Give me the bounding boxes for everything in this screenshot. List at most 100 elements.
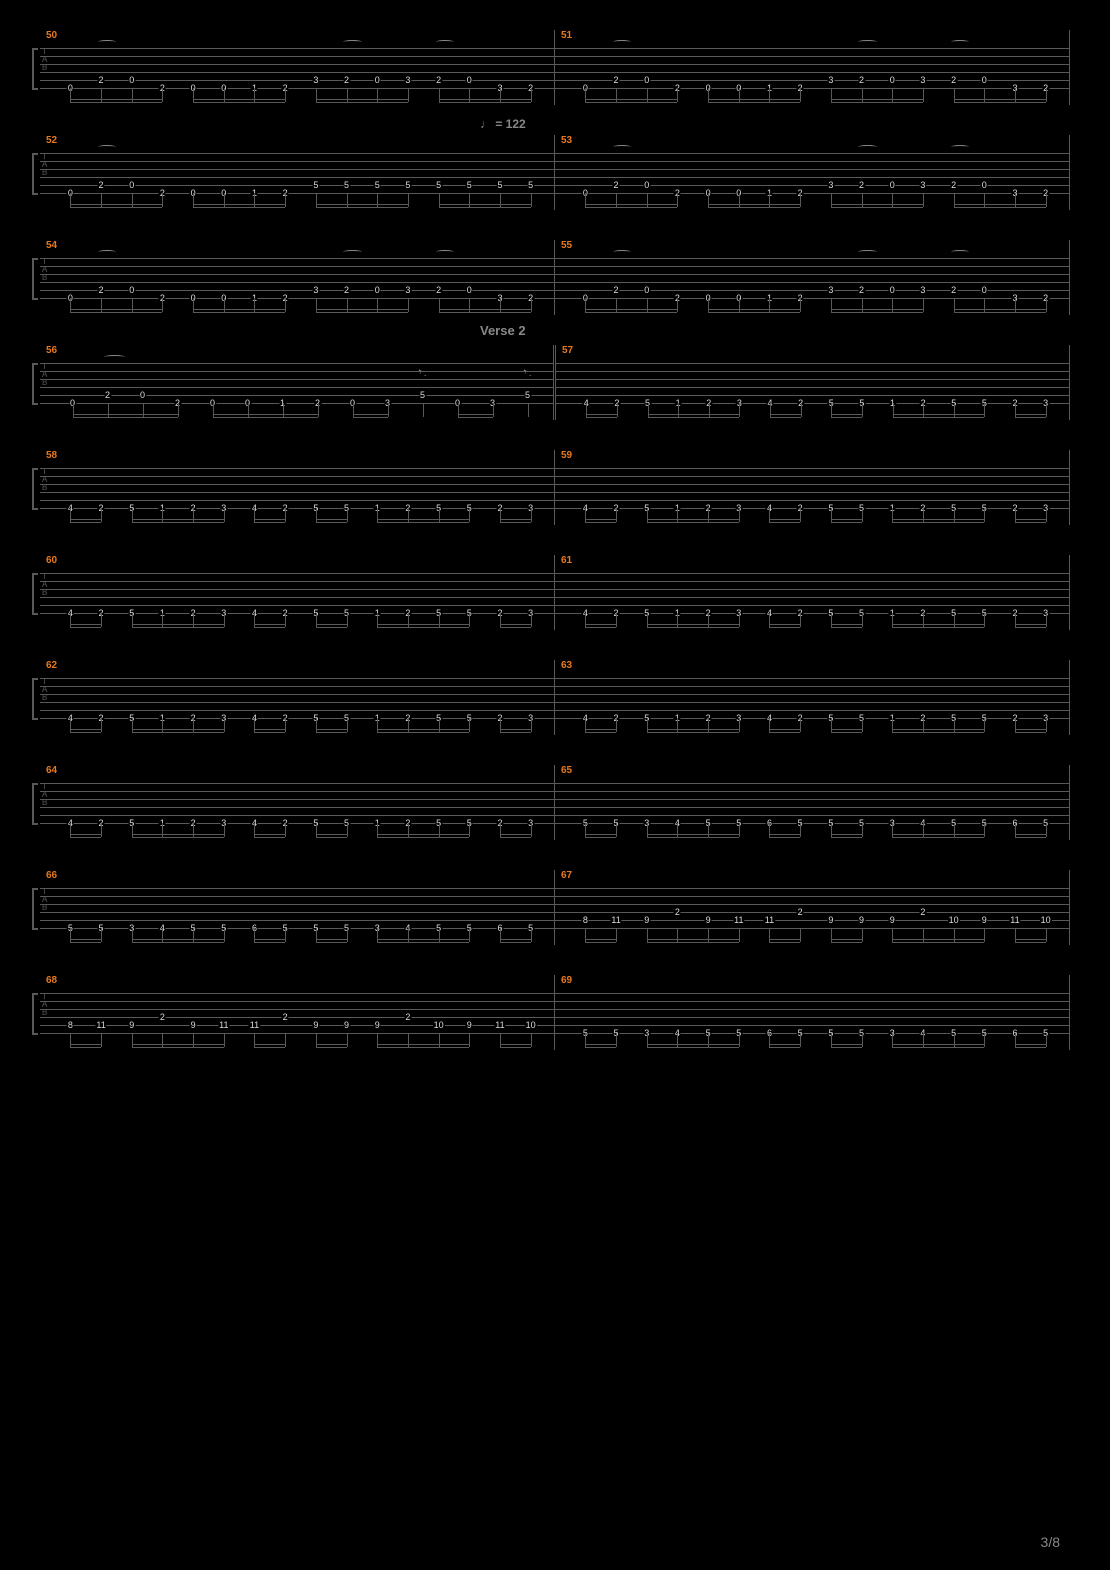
fret-number: 0 bbox=[128, 286, 135, 294]
fret-number: 2 bbox=[950, 76, 957, 84]
staff-bracket bbox=[32, 363, 38, 405]
tempo-marking: ♩ = 122 bbox=[480, 117, 526, 131]
fret-number: 2 bbox=[858, 76, 865, 84]
fret-number: 3 bbox=[312, 76, 319, 84]
fret-number: 11 bbox=[1009, 916, 1020, 924]
fret-number: 2 bbox=[613, 76, 620, 84]
fret-number: 2 bbox=[98, 181, 105, 189]
measure: 678119291111299921091110 bbox=[555, 870, 1070, 945]
fret-number: 8 bbox=[582, 916, 589, 924]
measure-number: 66 bbox=[46, 870, 57, 881]
measure: 695534556555345565 bbox=[555, 975, 1070, 1050]
measure-number: 55 bbox=[561, 240, 572, 251]
fret-number: 9 bbox=[643, 916, 650, 924]
fret-number: 0 bbox=[981, 76, 988, 84]
fret-number: 9 bbox=[981, 916, 988, 924]
fret-number: 9 bbox=[312, 1021, 319, 1029]
fret-number: 0 bbox=[643, 181, 650, 189]
tab-clef-label: TAB bbox=[42, 468, 46, 492]
fret-number: 5 bbox=[527, 181, 534, 189]
fret-number: 10 bbox=[433, 1021, 445, 1029]
staff-system: 66TAB55345565553455656781192911112999210… bbox=[40, 870, 1070, 945]
fret-number: 2 bbox=[950, 181, 957, 189]
staff-system: 58TAB4251234255125523594251234255125523 bbox=[40, 450, 1070, 525]
measure-number: 52 bbox=[46, 135, 57, 146]
measure: 60TAB4251234255125523 bbox=[40, 555, 555, 630]
measure-number: 63 bbox=[561, 660, 572, 671]
fret-number: 2 bbox=[343, 76, 350, 84]
fret-number: 10 bbox=[525, 1021, 537, 1029]
staff-bracket bbox=[32, 468, 38, 510]
page-number: 3/8 bbox=[1041, 1534, 1060, 1550]
measure: 52TAB0202001255555555 bbox=[40, 135, 555, 210]
fret-number: 2 bbox=[98, 286, 105, 294]
measure-number: 56 bbox=[46, 345, 57, 356]
fret-number: 0 bbox=[374, 76, 381, 84]
staff-bracket bbox=[32, 993, 38, 1035]
fret-number: 3 bbox=[404, 286, 411, 294]
tab-clef-label: TAB bbox=[42, 888, 46, 912]
tab-clef-label: TAB bbox=[42, 363, 46, 387]
measure-number: 68 bbox=[46, 975, 57, 986]
measure-number: 50 bbox=[46, 30, 57, 41]
fret-number: 3 bbox=[404, 76, 411, 84]
staff-system: 68TAB81192911112999210911106955345565553… bbox=[40, 975, 1070, 1050]
fret-number: 0 bbox=[466, 286, 473, 294]
measure: 574251234255125523 bbox=[556, 345, 1070, 420]
tab-clef-label: TAB bbox=[42, 48, 46, 72]
staff-bracket bbox=[32, 783, 38, 825]
fret-number: 11 bbox=[218, 1021, 229, 1029]
fret-number: 0 bbox=[374, 286, 381, 294]
fret-number: 2 bbox=[674, 908, 681, 916]
fret-number: 0 bbox=[466, 76, 473, 84]
fret-number: 11 bbox=[764, 916, 775, 924]
measure: 56TAB0202001203𝄾5.03𝄾5. bbox=[40, 345, 556, 420]
fret-number: 9 bbox=[374, 1021, 381, 1029]
fret-number: 11 bbox=[249, 1021, 260, 1029]
fret-number: 5 bbox=[312, 181, 319, 189]
measure-number: 54 bbox=[46, 240, 57, 251]
fret-number: 11 bbox=[733, 916, 744, 924]
fret-number: 5 bbox=[374, 181, 381, 189]
fret-number: 2 bbox=[104, 391, 111, 399]
measure: 550202001232032032 bbox=[555, 240, 1070, 315]
fret-number: 9 bbox=[705, 916, 712, 924]
measure: 64TAB4251234255125523 bbox=[40, 765, 555, 840]
tab-clef-label: TAB bbox=[42, 993, 46, 1017]
staff-bracket bbox=[32, 573, 38, 615]
fret-number: 9 bbox=[190, 1021, 197, 1029]
fret-number: 2 bbox=[613, 181, 620, 189]
fret-number: 0 bbox=[643, 76, 650, 84]
staff-system: 60TAB4251234255125523614251234255125523 bbox=[40, 555, 1070, 630]
measure-number: 58 bbox=[46, 450, 57, 461]
fret-number: 9 bbox=[889, 916, 896, 924]
measure: 634251234255125523 bbox=[555, 660, 1070, 735]
fret-number: 2 bbox=[159, 1013, 166, 1021]
fret-number: 2 bbox=[98, 76, 105, 84]
fret-number: 2 bbox=[613, 286, 620, 294]
fret-number: 0 bbox=[643, 286, 650, 294]
fret-number: 3 bbox=[312, 286, 319, 294]
staff-system: 64TAB4251234255125523655534556555345565 bbox=[40, 765, 1070, 840]
fret-number: 2 bbox=[919, 908, 926, 916]
tab-clef-label: TAB bbox=[42, 783, 46, 807]
staff-system: Verse 256TAB0202001203𝄾5.03𝄾5.5742512342… bbox=[40, 345, 1070, 420]
measure: 58TAB4251234255125523 bbox=[40, 450, 555, 525]
measure: 594251234255125523 bbox=[555, 450, 1070, 525]
fret-number: 3 bbox=[919, 286, 926, 294]
fret-number: 2 bbox=[282, 1013, 289, 1021]
staff-system: ♩ = 12252TAB0202001255555555530202001232… bbox=[40, 135, 1070, 210]
fret-number: 2 bbox=[435, 76, 442, 84]
measure-number: 57 bbox=[562, 345, 573, 356]
fret-number: 0 bbox=[981, 181, 988, 189]
tab-sheet: 50TAB0202001232032032510202001232032032♩… bbox=[40, 30, 1070, 1050]
measure-number: 60 bbox=[46, 555, 57, 566]
tab-clef-label: TAB bbox=[42, 573, 46, 597]
fret-number: 2 bbox=[858, 181, 865, 189]
measure-number: 69 bbox=[561, 975, 572, 986]
measure: 54TAB0202001232032032 bbox=[40, 240, 555, 315]
fret-number: 3 bbox=[827, 181, 834, 189]
fret-number: 9 bbox=[466, 1021, 473, 1029]
fret-number: 10 bbox=[1040, 916, 1052, 924]
fret-number: 9 bbox=[128, 1021, 135, 1029]
